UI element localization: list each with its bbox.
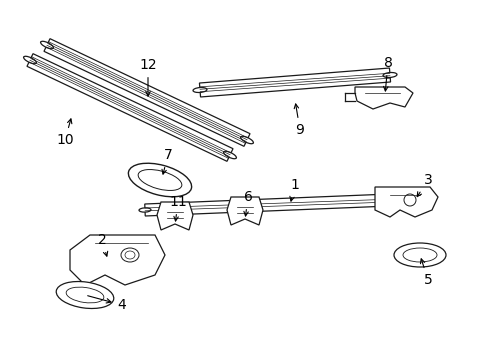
Text: 2: 2 (98, 233, 107, 256)
Ellipse shape (193, 87, 206, 93)
Text: 10: 10 (56, 119, 74, 147)
Polygon shape (354, 87, 412, 109)
Ellipse shape (56, 282, 114, 309)
Ellipse shape (138, 170, 182, 190)
Text: 8: 8 (383, 56, 392, 91)
Text: 1: 1 (289, 178, 299, 201)
Text: 12: 12 (139, 58, 157, 96)
Ellipse shape (66, 287, 103, 303)
Polygon shape (70, 235, 164, 285)
Text: 11: 11 (169, 195, 186, 221)
Text: 3: 3 (416, 173, 431, 197)
Ellipse shape (223, 151, 236, 159)
Text: 5: 5 (420, 259, 431, 287)
Text: 9: 9 (294, 104, 304, 137)
Polygon shape (199, 68, 390, 97)
Ellipse shape (382, 72, 396, 77)
Polygon shape (44, 39, 249, 146)
Ellipse shape (125, 251, 135, 259)
Text: 6: 6 (243, 190, 252, 216)
Polygon shape (157, 202, 193, 230)
Ellipse shape (240, 136, 253, 144)
Polygon shape (374, 187, 437, 217)
Text: 4: 4 (87, 296, 126, 312)
Polygon shape (226, 197, 263, 225)
Ellipse shape (402, 248, 436, 262)
Ellipse shape (393, 243, 445, 267)
Polygon shape (144, 194, 389, 216)
Polygon shape (27, 54, 232, 161)
Ellipse shape (121, 248, 139, 262)
Ellipse shape (383, 198, 395, 202)
Text: 7: 7 (162, 148, 172, 174)
Ellipse shape (41, 41, 53, 49)
Ellipse shape (23, 56, 36, 64)
Ellipse shape (139, 208, 151, 212)
